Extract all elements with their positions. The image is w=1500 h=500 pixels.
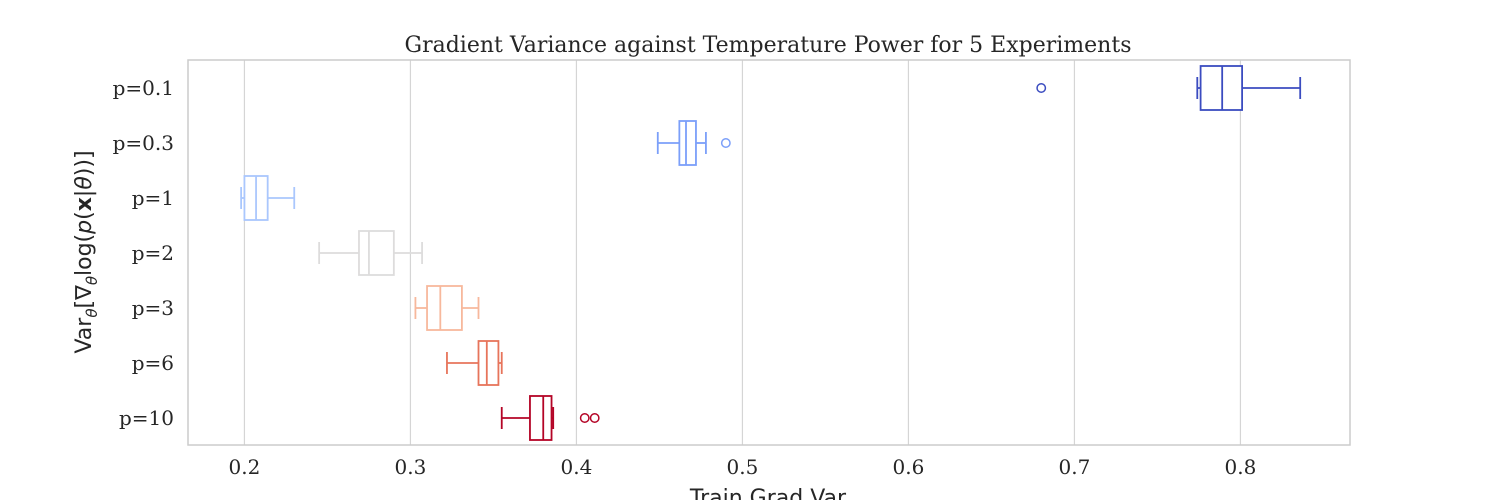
- x-tick-label: 0.7: [1059, 455, 1091, 479]
- iqr-box: [678, 120, 697, 166]
- boxes: [240, 65, 1302, 441]
- y-tick-labels: p=0.1 p=0.3 p=1 p=2 p=3 p=6 p=10: [113, 76, 174, 430]
- iqr-box: [477, 340, 500, 386]
- iqr-box: [358, 230, 395, 276]
- chart-title: Gradient Variance against Temperature Po…: [405, 33, 1132, 58]
- iqr-box: [529, 395, 553, 441]
- box-p-3: [414, 285, 480, 331]
- y-axis-label: Varθ[∇θlog(p(x|θ))]: [72, 150, 101, 353]
- outlier-point: [720, 138, 731, 148]
- box-p-2: [318, 230, 423, 276]
- gridlines: [243, 60, 1242, 445]
- x-tick-label: 0.2: [229, 455, 261, 479]
- y-tick-label: p=6: [132, 351, 174, 375]
- y-tick-label: p=3: [132, 296, 174, 320]
- y-tick-label: p=1: [132, 186, 174, 210]
- box-p-0-3: [656, 120, 731, 166]
- x-tick-label: 0.8: [1225, 455, 1257, 479]
- x-tick-label: 0.6: [893, 455, 925, 479]
- box-p-1: [240, 175, 296, 221]
- x-tick-labels: 0.2 0.3 0.4 0.5 0.6 0.7 0.8: [229, 455, 1257, 479]
- y-tick-label: p=10: [119, 406, 174, 430]
- outlier-point: [1036, 83, 1047, 93]
- outlier-point: [589, 413, 600, 423]
- outlier-point: [579, 413, 590, 423]
- plot-frame: [187, 59, 1351, 446]
- x-tick-label: 0.5: [727, 455, 759, 479]
- y-tick-label: p=0.3: [113, 131, 174, 155]
- x-tick-label: 0.4: [561, 455, 593, 479]
- box-p-6: [446, 340, 503, 386]
- x-tick-label: 0.3: [395, 455, 427, 479]
- x-axis-label: Train Grad Var: [689, 486, 847, 500]
- iqr-box: [426, 285, 463, 331]
- y-tick-label: p=0.1: [113, 76, 174, 100]
- box-p-10: [500, 395, 600, 441]
- box-p-0-1: [1036, 65, 1302, 111]
- y-tick-label: p=2: [132, 241, 174, 265]
